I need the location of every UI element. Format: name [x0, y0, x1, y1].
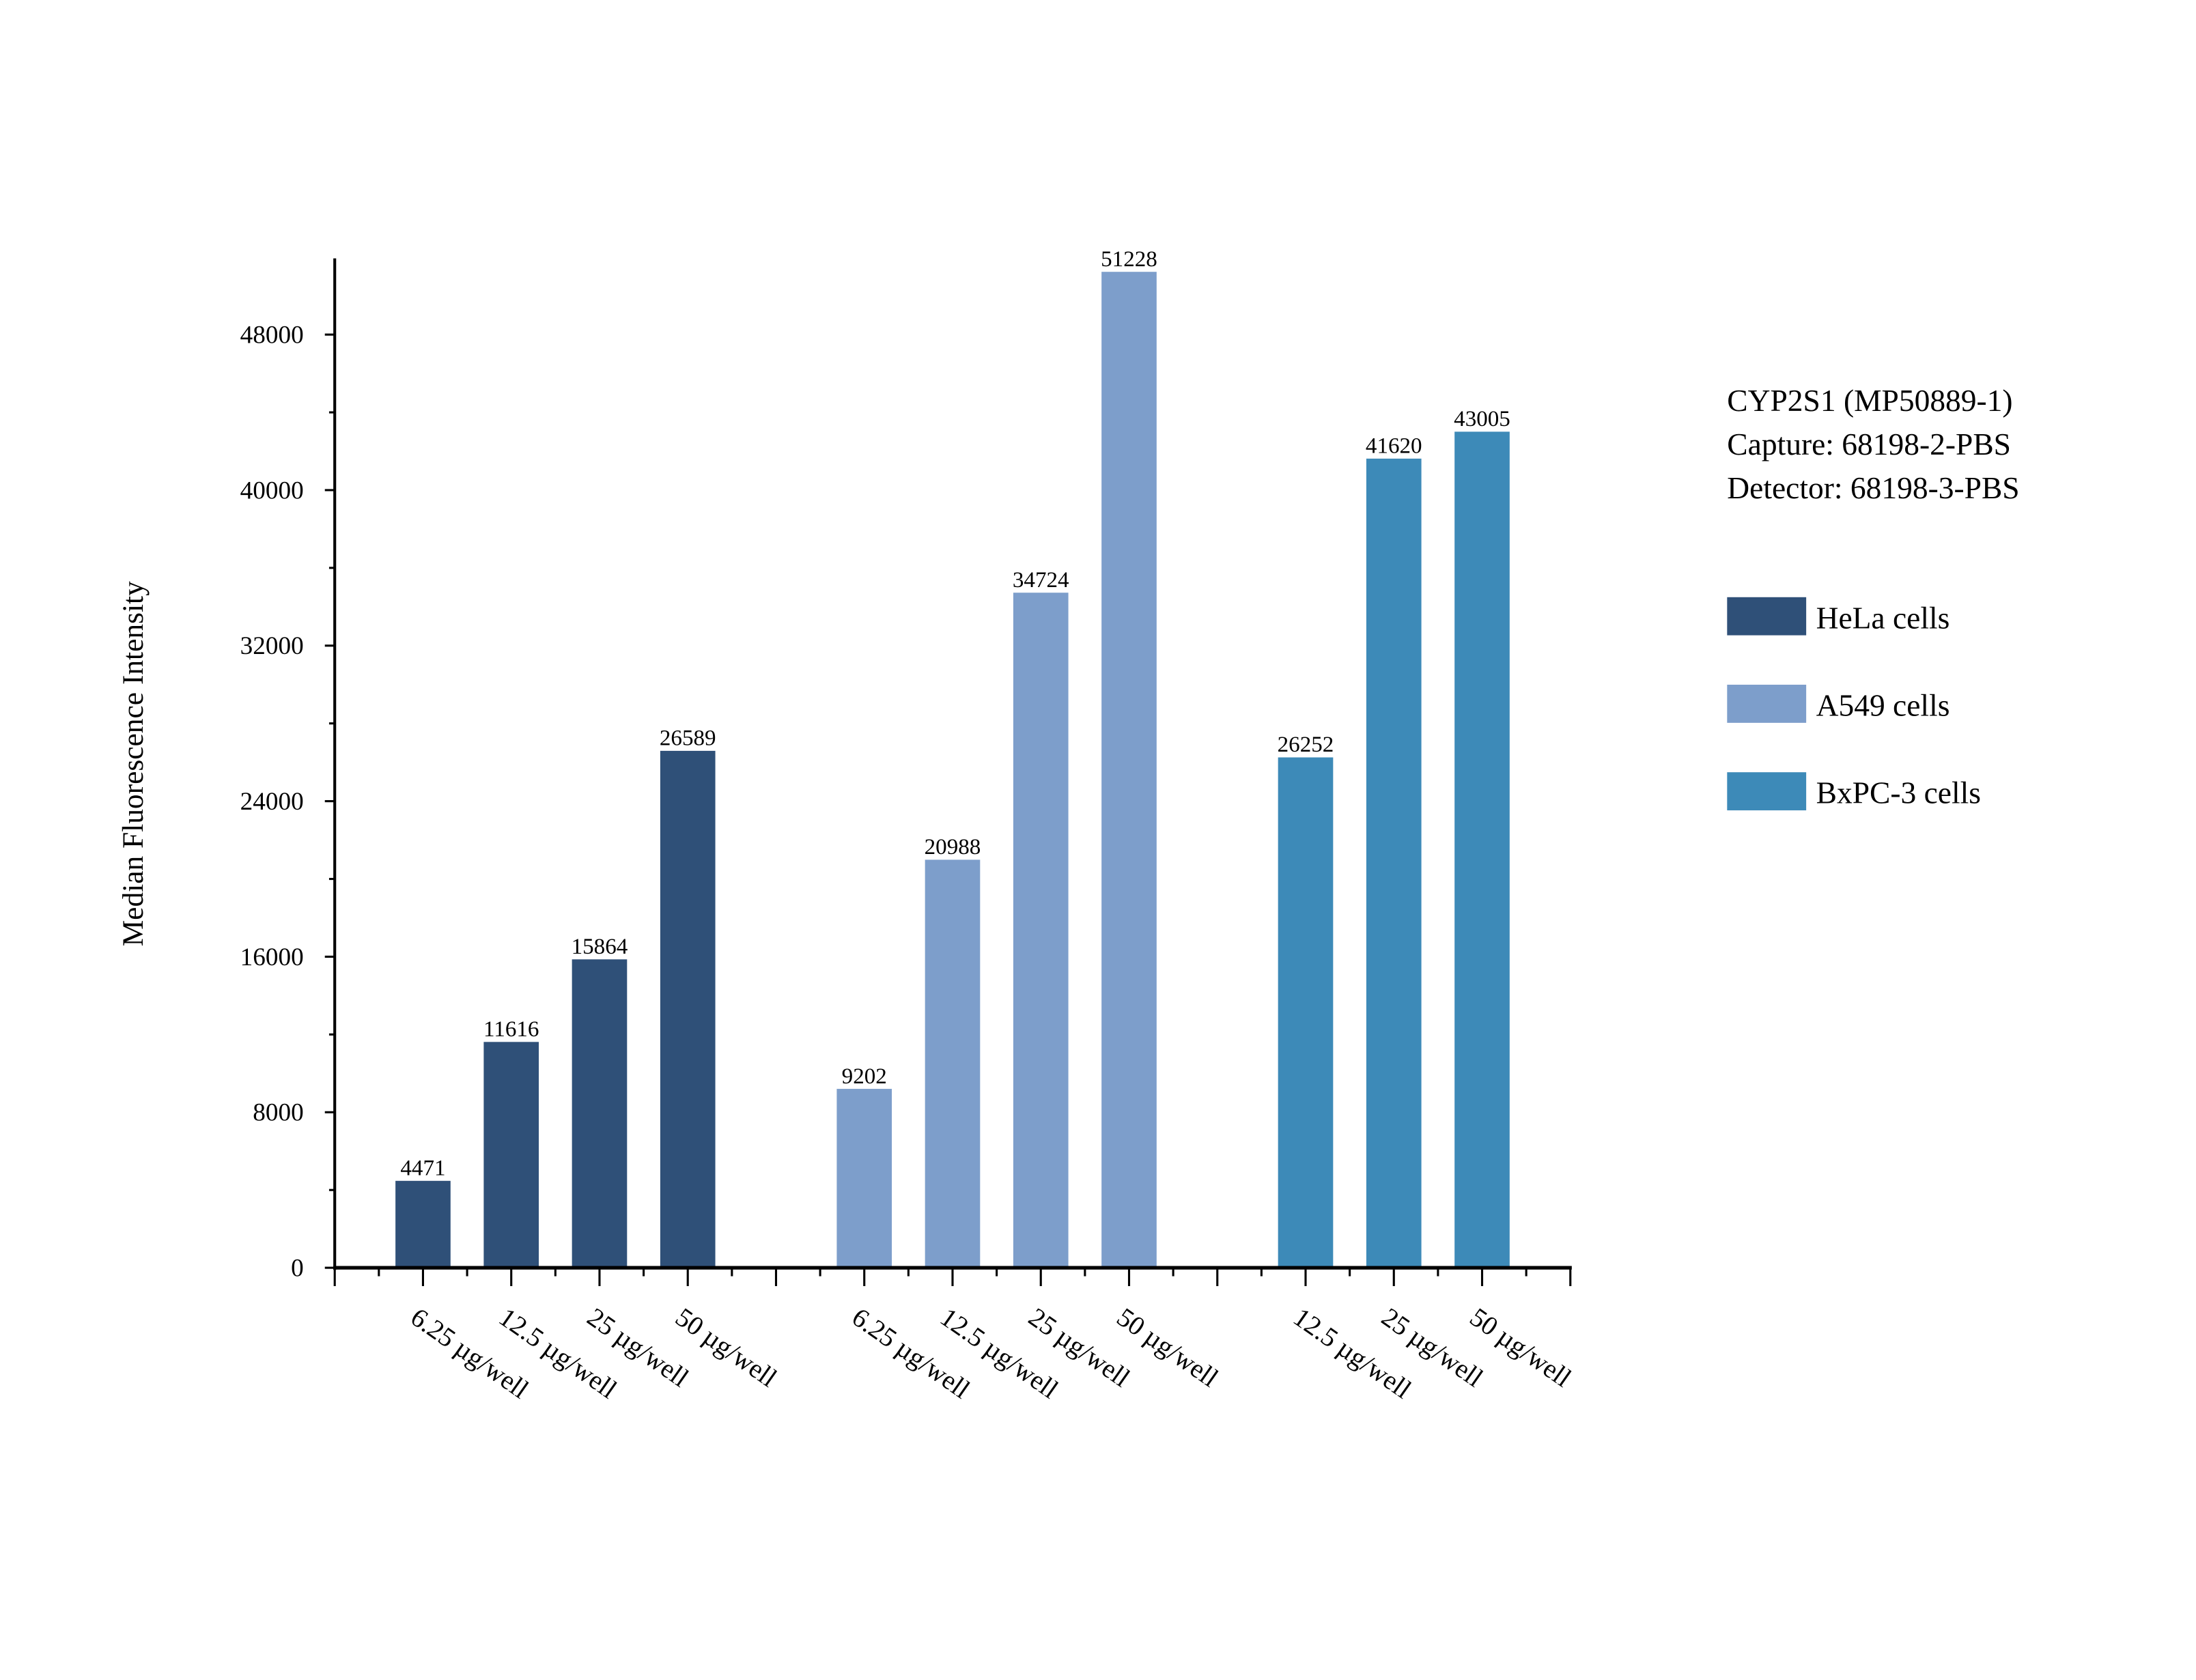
bar	[483, 1042, 539, 1268]
data-label: 11616	[483, 1017, 539, 1042]
annotation-line-3: Detector: 68198-3-PBS	[1727, 470, 2019, 505]
bar	[1101, 272, 1157, 1268]
data-label: 41620	[1366, 434, 1422, 459]
y-tick-label: 24000	[240, 788, 304, 816]
bars-layer: 4471 11616 15864 26589 9202 20988 34724 51228 26…	[395, 247, 1510, 1268]
annotation-line-2: Capture: 68198-2-PBS	[1727, 427, 2011, 461]
legend-swatch	[1727, 685, 1807, 723]
data-label: 20988	[925, 835, 981, 859]
legend-label: A549 cells	[1816, 688, 1950, 723]
data-label: 9202	[842, 1064, 887, 1089]
y-tick-label: 32000	[240, 632, 304, 660]
y-tick-label: 0	[291, 1255, 304, 1283]
x-tick-label: 50 µg/well	[1112, 1302, 1224, 1393]
x-tick-label: 50 µg/well	[1465, 1302, 1577, 1393]
legend-swatch	[1727, 597, 1807, 636]
y-tick-label: 48000	[240, 322, 304, 350]
legend: HeLa cells A549 cells BxPC-3 cells	[1727, 597, 1981, 811]
y-tick-label: 16000	[240, 943, 304, 971]
bar	[925, 859, 981, 1268]
bar	[1013, 593, 1069, 1268]
y-tick-label: 40000	[240, 476, 304, 504]
y-axis-title: Median Fluorescence Intensity	[117, 581, 150, 946]
legend-label: BxPC-3 cells	[1816, 775, 1981, 810]
data-label: 4471	[400, 1156, 445, 1181]
annotation: CYP2S1 (MP50889-1) Capture: 68198-2-PBS …	[1727, 383, 2019, 505]
data-label: 51228	[1101, 247, 1157, 272]
bar	[1278, 757, 1334, 1268]
y-tick-label: 8000	[253, 1099, 303, 1127]
legend-label: HeLa cells	[1816, 600, 1950, 635]
bar	[836, 1089, 892, 1268]
data-label: 34724	[1013, 568, 1069, 593]
data-label: 15864	[572, 935, 628, 959]
legend-swatch	[1727, 772, 1807, 811]
data-label: 43005	[1454, 407, 1510, 431]
bar	[395, 1180, 451, 1268]
annotation-line-1: CYP2S1 (MP50889-1)	[1727, 383, 2012, 418]
bar	[660, 750, 716, 1268]
bar	[1454, 431, 1510, 1268]
x-tick-label: 50 µg/well	[670, 1302, 782, 1393]
bar	[572, 959, 628, 1268]
data-label: 26589	[660, 726, 716, 751]
data-label: 26252	[1278, 732, 1334, 757]
bar	[1366, 458, 1422, 1268]
